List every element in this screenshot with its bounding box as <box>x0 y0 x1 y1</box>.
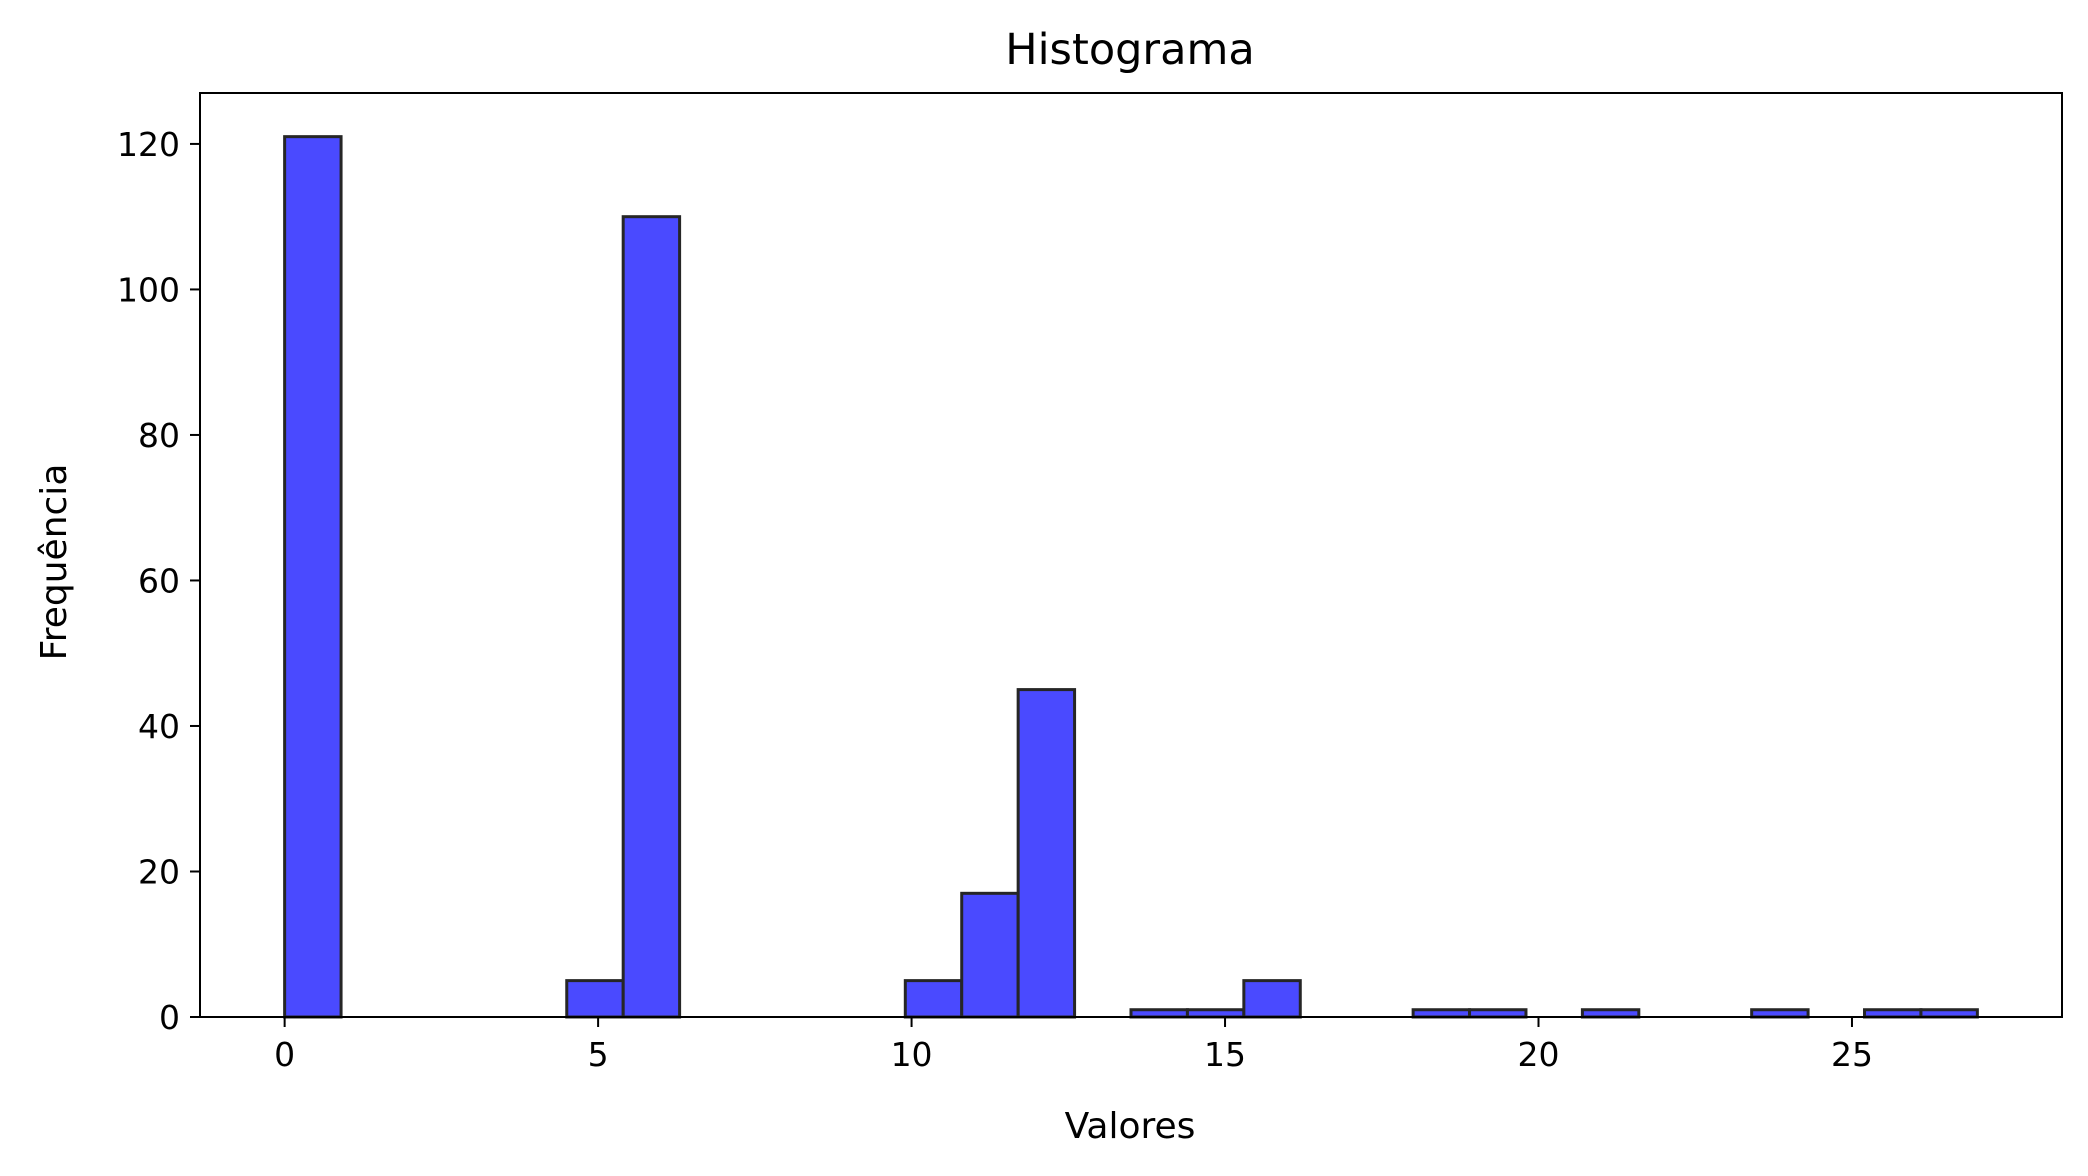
histogram-bar <box>960 891 1020 1019</box>
y-tick-label: 120 <box>117 125 180 164</box>
histogram-bar <box>1468 1008 1528 1019</box>
histogram-bar <box>1863 1008 1923 1019</box>
histogram-bar <box>1411 1008 1472 1019</box>
histogram-bar <box>1919 1008 1979 1019</box>
x-tick-label: 25 <box>1831 1035 1873 1074</box>
chart-title: Histograma <box>1005 25 1254 75</box>
histogram-bar <box>1185 1008 1246 1019</box>
histogram-bar <box>621 215 682 1019</box>
y-tick-label: 60 <box>138 561 180 600</box>
x-axis-ticks: 0 5 10 15 20 25 <box>274 1017 1873 1074</box>
bars-group <box>283 135 1979 1019</box>
y-tick-label: 0 <box>159 998 180 1037</box>
x-tick-label: 15 <box>1204 1035 1246 1074</box>
histogram-bar <box>1750 1008 1810 1019</box>
y-axis-title: Frequência <box>34 464 75 661</box>
y-axis-ticks: 0 20 40 60 80 100 120 <box>117 125 200 1037</box>
plot-frame <box>199 92 2063 1018</box>
y-tick-label: 100 <box>117 270 180 309</box>
y-tick-label: 40 <box>138 707 180 746</box>
y-tick-label: 20 <box>138 852 180 891</box>
x-tick-label: 0 <box>274 1035 295 1074</box>
histogram-bar <box>1016 688 1077 1019</box>
x-tick-label: 20 <box>1518 1035 1560 1074</box>
histogram-bar <box>1129 1008 1189 1019</box>
x-axis-title: Valores <box>1065 1106 1196 1147</box>
histogram-bar <box>283 135 343 1019</box>
y-tick-label: 80 <box>138 416 180 455</box>
x-tick-label: 10 <box>891 1035 933 1074</box>
histogram-bar <box>1580 1008 1641 1019</box>
x-tick-label: 5 <box>588 1035 609 1074</box>
histogram-bar <box>565 979 625 1019</box>
histogram-bar <box>1242 979 1302 1019</box>
histogram-bar <box>903 979 964 1019</box>
